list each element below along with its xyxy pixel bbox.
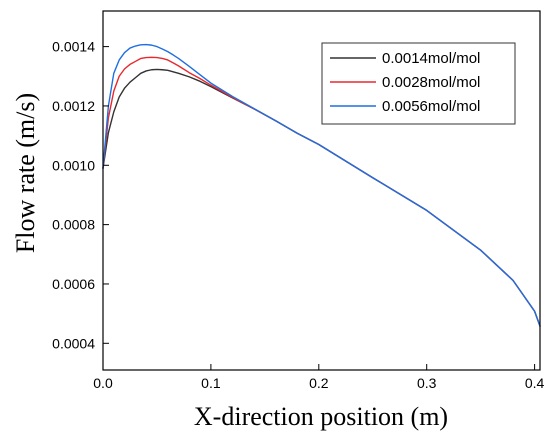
legend-label-1: 0.0014mol/mol: [382, 50, 480, 67]
y-tick-label: 0.0006: [52, 276, 95, 292]
legend-label-3: 0.0056mol/mol: [382, 98, 480, 115]
y-tick-label: 0.0010: [52, 157, 95, 173]
series-line-3: [102, 43, 541, 327]
y-tick-label: 0.0008: [52, 217, 95, 233]
y-tick-label: 0.0004: [52, 335, 95, 351]
x-tick-label: 0.3: [417, 375, 437, 391]
plot-frame: [102, 10, 541, 371]
y-tick-label: 0.0012: [52, 98, 95, 114]
x-tick-label: 0.2: [309, 375, 329, 391]
legend-label-2: 0.0028mol/mol: [382, 74, 480, 91]
x-tick-label: 0.0: [93, 375, 113, 391]
x-tick-label: 0.1: [201, 375, 221, 391]
series-layer: [102, 43, 541, 327]
y-axis-title: Flow rate (m/s): [11, 93, 40, 253]
y-tick-label: 0.0014: [52, 39, 95, 55]
x-axis-title: X-direction position (m): [194, 402, 448, 431]
legend-box: [321, 42, 516, 125]
axes-layer: 0.0 0.1 0.2 0.3 0.4 0.0004 0.0006 0.0008 0.0010 0…: [52, 10, 545, 391]
x-tick-label: 0.4: [525, 375, 545, 391]
legend: 0.0014mol/mol 0.0028mol/mol 0.0056mol/mol: [321, 42, 516, 125]
